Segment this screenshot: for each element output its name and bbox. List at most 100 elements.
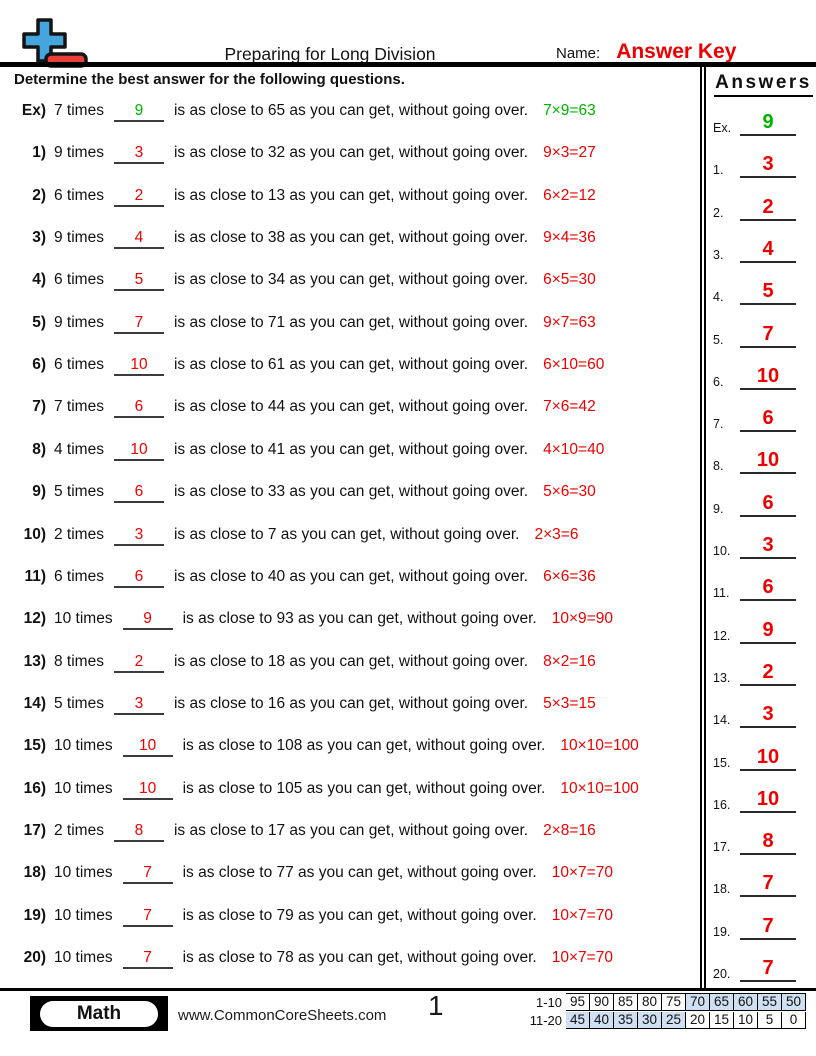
answer-item-value: 3 <box>740 152 796 179</box>
score-cell: 20 <box>686 1011 710 1029</box>
answer-item-number: 6. <box>713 374 724 389</box>
website-text: www.CommonCoreSheets.com <box>178 1007 387 1024</box>
answer-item-value: 3 <box>740 533 796 559</box>
answer-equation: 6×5=30 <box>543 271 596 289</box>
question-prefix-text: 10 times <box>54 610 113 628</box>
question-prefix-text: 10 times <box>54 949 113 966</box>
answer-equation: 9×3=27 <box>543 144 596 162</box>
question-prefix-text: 10 times <box>54 864 113 882</box>
question-row: 18) 10 times 7 is as close to 77 as you … <box>0 863 700 885</box>
question-row: 11) 6 times 6 is as close to 40 as you c… <box>0 567 700 588</box>
answer-item-number: 19. <box>713 924 731 939</box>
score-cell: 75 <box>662 993 686 1011</box>
score-row-label: 1-10 <box>535 994 562 1010</box>
question-row: 19) 10 times 7 is as close to 79 as you … <box>0 906 700 927</box>
question-suffix-text: is as close to 16 as you can get, withou… <box>173 694 529 712</box>
answer-equation: 2×8=16 <box>543 821 596 839</box>
answer-blank: 9 <box>122 609 173 631</box>
question-suffix-text: is as close to 44 as you can get, withou… <box>173 398 529 416</box>
answer-item-number: 7. <box>713 417 724 432</box>
question-row: 9) 5 times 6 is as close to 33 as you ca… <box>0 482 700 504</box>
answer-item-value: 10 <box>740 364 796 390</box>
answer-item: 1. 3 <box>713 152 796 179</box>
answer-item: 11. 6 <box>713 575 796 602</box>
question-number: 17) <box>23 821 46 839</box>
question-suffix-text: is as close to 7 as you can get, without… <box>173 525 520 543</box>
question-suffix-text: is as close to 17 as you can get, withou… <box>173 821 529 839</box>
question-suffix-text: is as close to 13 as you can get, withou… <box>173 186 529 204</box>
question-row: 15) 10 times 10 is as close to 108 as yo… <box>0 736 700 758</box>
question-prefix-text: 6 times <box>54 186 104 204</box>
answer-item-value: 2 <box>740 660 796 686</box>
answer-blank: 3 <box>113 525 164 546</box>
question-number: 2) <box>32 186 46 204</box>
score-cell: 0 <box>782 1011 806 1029</box>
answer-equation: 10×7=70 <box>551 949 613 966</box>
question-prefix-text: 2 times <box>54 525 104 543</box>
question-suffix-text: is as close to 38 as you can get, withou… <box>173 229 529 247</box>
answer-item-number: 5. <box>713 332 724 347</box>
answer-item: 10. 3 <box>713 533 796 559</box>
answer-blank: 10 <box>113 355 164 377</box>
question-suffix-text: is as close to 33 as you can get, withou… <box>173 483 529 501</box>
answer-item-value: 9 <box>740 618 796 644</box>
question-number: 8) <box>32 440 46 458</box>
answer-key-text: Answer Key <box>616 40 737 63</box>
answer-item: 8. 10 <box>713 448 796 475</box>
answer-item-number: 1. <box>713 163 724 178</box>
page-number: 1 <box>428 990 444 1021</box>
answer-item-number: 13. <box>713 670 731 685</box>
answers-sidebar: Answers Ex. 9 1. 3 2. 2 3. 4 4. 5 5. 7 6… <box>700 66 816 988</box>
answer-equation: 10×7=70 <box>551 906 613 924</box>
question-suffix-text: is as close to 18 as you can get, withou… <box>173 652 529 670</box>
answer-item-number: 20. <box>713 967 731 981</box>
answer-item-number: 2. <box>713 205 724 220</box>
answer-equation: 6×10=60 <box>543 356 605 374</box>
answer-item: 3. 4 <box>713 237 796 263</box>
question-prefix-text: 2 times <box>54 821 104 839</box>
question-row: 3) 9 times 4 is as close to 38 as you ca… <box>0 228 700 250</box>
question-suffix-text: is as close to 71 as you can get, withou… <box>173 313 529 331</box>
score-row: 11-20 45 40 35 30 25 20 15 10 5 0 <box>522 1011 806 1029</box>
question-number: 15) <box>23 737 46 755</box>
answer-item-number: Ex. <box>713 121 732 135</box>
answer-item-value: 4 <box>740 237 796 263</box>
answer-blank: 9 <box>113 101 164 122</box>
answer-item-value: 6 <box>740 575 796 602</box>
answer-blank: 10 <box>113 440 164 461</box>
answer-blank: 2 <box>113 652 164 673</box>
question-number: 1) <box>32 144 46 162</box>
question-number: 13) <box>23 652 46 670</box>
answer-item: 18. 7 <box>713 871 796 898</box>
answer-equation: 9×4=36 <box>543 229 596 247</box>
question-suffix-text: is as close to 105 as you can get, witho… <box>182 779 546 797</box>
question-prefix-text: 7 times <box>54 398 104 416</box>
question-row: 20) 10 times 7 is as close to 78 as you … <box>0 948 700 969</box>
question-row: 12) 10 times 9 is as close to 93 as you … <box>0 609 700 631</box>
question-prefix-text: 5 times <box>54 483 104 501</box>
plus-minus-math-logo-icon <box>16 18 94 68</box>
question-row: Ex) 7 times 9 is as close to 65 as you c… <box>0 101 700 122</box>
answer-item: 2. 2 <box>713 195 796 221</box>
answer-equation: 7×9=63 <box>543 102 596 119</box>
question-number: 16) <box>23 779 46 797</box>
question-number: 3) <box>32 229 46 247</box>
question-row: 8) 4 times 10 is as close to 41 as you c… <box>0 440 700 461</box>
answer-item-value: 10 <box>740 448 796 475</box>
answer-item-value: 3 <box>740 702 796 729</box>
question-prefix-text: 7 times <box>54 102 104 119</box>
score-cell: 5 <box>758 1011 782 1029</box>
question-row: 13) 8 times 2 is as close to 18 as you c… <box>0 652 700 673</box>
question-number: 19) <box>23 906 46 924</box>
score-cell: 35 <box>614 1011 638 1029</box>
score-cell: 45 <box>566 1011 590 1029</box>
question-number: 14) <box>23 694 46 712</box>
answer-equation: 6×6=36 <box>543 567 596 585</box>
question-number: 4) <box>32 271 46 289</box>
answer-equation: 7×6=42 <box>543 398 596 416</box>
score-cell: 70 <box>686 993 710 1011</box>
question-suffix-text: is as close to 77 as you can get, withou… <box>182 864 537 882</box>
score-cell: 40 <box>590 1011 614 1029</box>
score-row: 1-10 95 90 85 80 75 70 65 60 55 50 <box>522 993 806 1011</box>
answer-blank: 7 <box>122 906 173 927</box>
